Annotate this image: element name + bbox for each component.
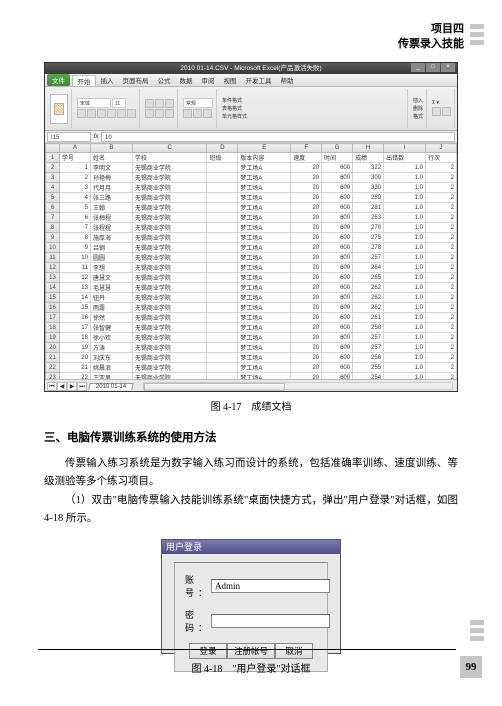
cancel-button[interactable]: 取消 bbox=[275, 643, 313, 659]
ribbon-number: 常规 bbox=[180, 89, 217, 128]
login-dialog-wrap: 用户登录 账 号： 密 码： 登录 注册帐号 取消 bbox=[161, 539, 341, 654]
italic-icon[interactable] bbox=[87, 109, 96, 118]
account-input[interactable] bbox=[211, 579, 330, 593]
cond-fmt[interactable]: 条件格式 bbox=[222, 97, 242, 104]
ribbon-clipboard bbox=[47, 89, 72, 128]
paragraph-2: （1）双击"电脑传票输入技能训练系统"桌面快捷方式，弹出"用户登录"对话框，如图… bbox=[44, 492, 458, 529]
border-icon[interactable] bbox=[107, 109, 116, 118]
header-line1: 项目四 bbox=[398, 22, 464, 37]
ribbon-cells: 插入 删除 格式 bbox=[410, 89, 427, 128]
ribbon-styles: 条件格式 表格格式 单元格样式 bbox=[219, 89, 408, 128]
login-dialog: 用户登录 账 号： 密 码： 登录 注册帐号 取消 bbox=[161, 539, 341, 654]
formula-bar: I15 fx 10 bbox=[45, 131, 457, 143]
menu-layout[interactable]: 页面布局 bbox=[118, 75, 153, 85]
underline-icon[interactable] bbox=[97, 109, 106, 118]
figure-caption-1: 图 4-17 成绩文档 bbox=[44, 398, 458, 413]
password-input[interactable] bbox=[211, 614, 330, 628]
header-line2: 传票录入技能 bbox=[398, 37, 464, 52]
menu-start[interactable]: 开始 bbox=[72, 75, 96, 86]
as-table[interactable]: 表格格式 bbox=[222, 105, 242, 112]
menu-file[interactable]: 文件 bbox=[47, 74, 70, 86]
menu-data[interactable]: 数据 bbox=[175, 75, 197, 85]
excel-titlebar: 2010 01-14.CSV - Microsoft Excel(产品激活失败)… bbox=[45, 63, 457, 74]
min-icon: _ bbox=[411, 63, 425, 72]
clipboard-icon bbox=[54, 103, 64, 115]
menu-review[interactable]: 审阅 bbox=[197, 75, 219, 85]
h-scrollbar[interactable] bbox=[143, 382, 453, 390]
sheet-tab[interactable]: 2010 01-14 bbox=[88, 383, 134, 390]
sheet-tabs: ⏮◀▶⏭ 2010 01-14 bbox=[45, 379, 457, 392]
excel-window: 2010 01-14.CSV - Microsoft Excel(产品激活失败)… bbox=[44, 62, 458, 392]
accent-stripe-top bbox=[470, 24, 484, 48]
excel-grid[interactable]: ABCDEFGHIJ1学号姓名学校班级版本内容速度时间成绩出错数行次21李明文无… bbox=[45, 143, 457, 379]
page-number: 99 bbox=[460, 656, 482, 678]
font-size[interactable]: 11 bbox=[112, 98, 126, 108]
register-button[interactable]: 注册帐号 bbox=[227, 643, 275, 659]
fx-icon[interactable]: fx bbox=[91, 134, 101, 140]
max-icon: □ bbox=[426, 63, 440, 72]
formula-value[interactable]: 10 bbox=[101, 132, 455, 142]
accent-stripe-bottom bbox=[470, 620, 484, 644]
figure-caption-2: 图 4-18 "用户登录"对话框 bbox=[44, 660, 458, 675]
password-label: 密 码： bbox=[185, 608, 211, 634]
paste-button[interactable] bbox=[50, 94, 68, 124]
close-icon: × bbox=[441, 63, 455, 72]
cell-style[interactable]: 单元格样式 bbox=[222, 113, 247, 120]
find-icon bbox=[442, 107, 451, 116]
window-buttons[interactable]: _□× bbox=[410, 63, 455, 72]
sort-icon bbox=[432, 107, 441, 116]
menu-formula[interactable]: 公式 bbox=[153, 75, 175, 85]
section-title: 三、电脑传票训练系统的使用方法 bbox=[44, 429, 458, 445]
excel-menubar: 文件 开始 插入 页面布局 公式 数据 审阅 视图 开发工具 帮助 bbox=[45, 74, 457, 87]
tab-nav[interactable]: ⏮◀▶⏭ bbox=[47, 382, 87, 391]
sheet-area: ABCDEFGHIJ1学号姓名学校班级版本内容速度时间成绩出错数行次21李明文无… bbox=[45, 143, 457, 379]
ribbon-font: 宋体 11 bbox=[74, 89, 140, 128]
paragraph-1: 传票输入练习系统是为数字输入练习而设计的系统，包括准确率训练、速度训练、等级测验… bbox=[44, 455, 458, 492]
name-box[interactable]: I15 bbox=[47, 132, 91, 142]
account-label: 账 号： bbox=[185, 573, 211, 599]
fill-icon[interactable] bbox=[117, 109, 126, 118]
ribbon-align bbox=[142, 89, 178, 128]
menu-dev[interactable]: 开发工具 bbox=[241, 75, 276, 85]
bold-icon[interactable] bbox=[77, 109, 86, 118]
excel-title: 2010 01-14.CSV - Microsoft Excel(产品激活失败) bbox=[180, 65, 321, 72]
menu-view[interactable]: 视图 bbox=[219, 75, 241, 85]
ribbon-edit: Σ ▾ bbox=[429, 89, 455, 128]
excel-ribbon: 宋体 11 常规 bbox=[45, 87, 457, 131]
font-color-icon[interactable] bbox=[127, 109, 136, 118]
bottom-rule bbox=[38, 649, 456, 650]
page-content: 2010 01-14.CSV - Microsoft Excel(产品激活失败)… bbox=[44, 62, 458, 675]
page-header: 项目四 传票录入技能 bbox=[398, 22, 464, 53]
login-title: 用户登录 bbox=[162, 540, 340, 554]
menu-insert[interactable]: 插入 bbox=[96, 75, 118, 85]
login-button[interactable]: 登录 bbox=[189, 643, 227, 659]
fmt[interactable]: 格式 bbox=[413, 113, 423, 120]
ins[interactable]: 插入 bbox=[413, 97, 423, 104]
del[interactable]: 删除 bbox=[413, 105, 423, 112]
menu-help[interactable]: 帮助 bbox=[276, 75, 298, 85]
font-name[interactable]: 宋体 bbox=[77, 98, 111, 108]
